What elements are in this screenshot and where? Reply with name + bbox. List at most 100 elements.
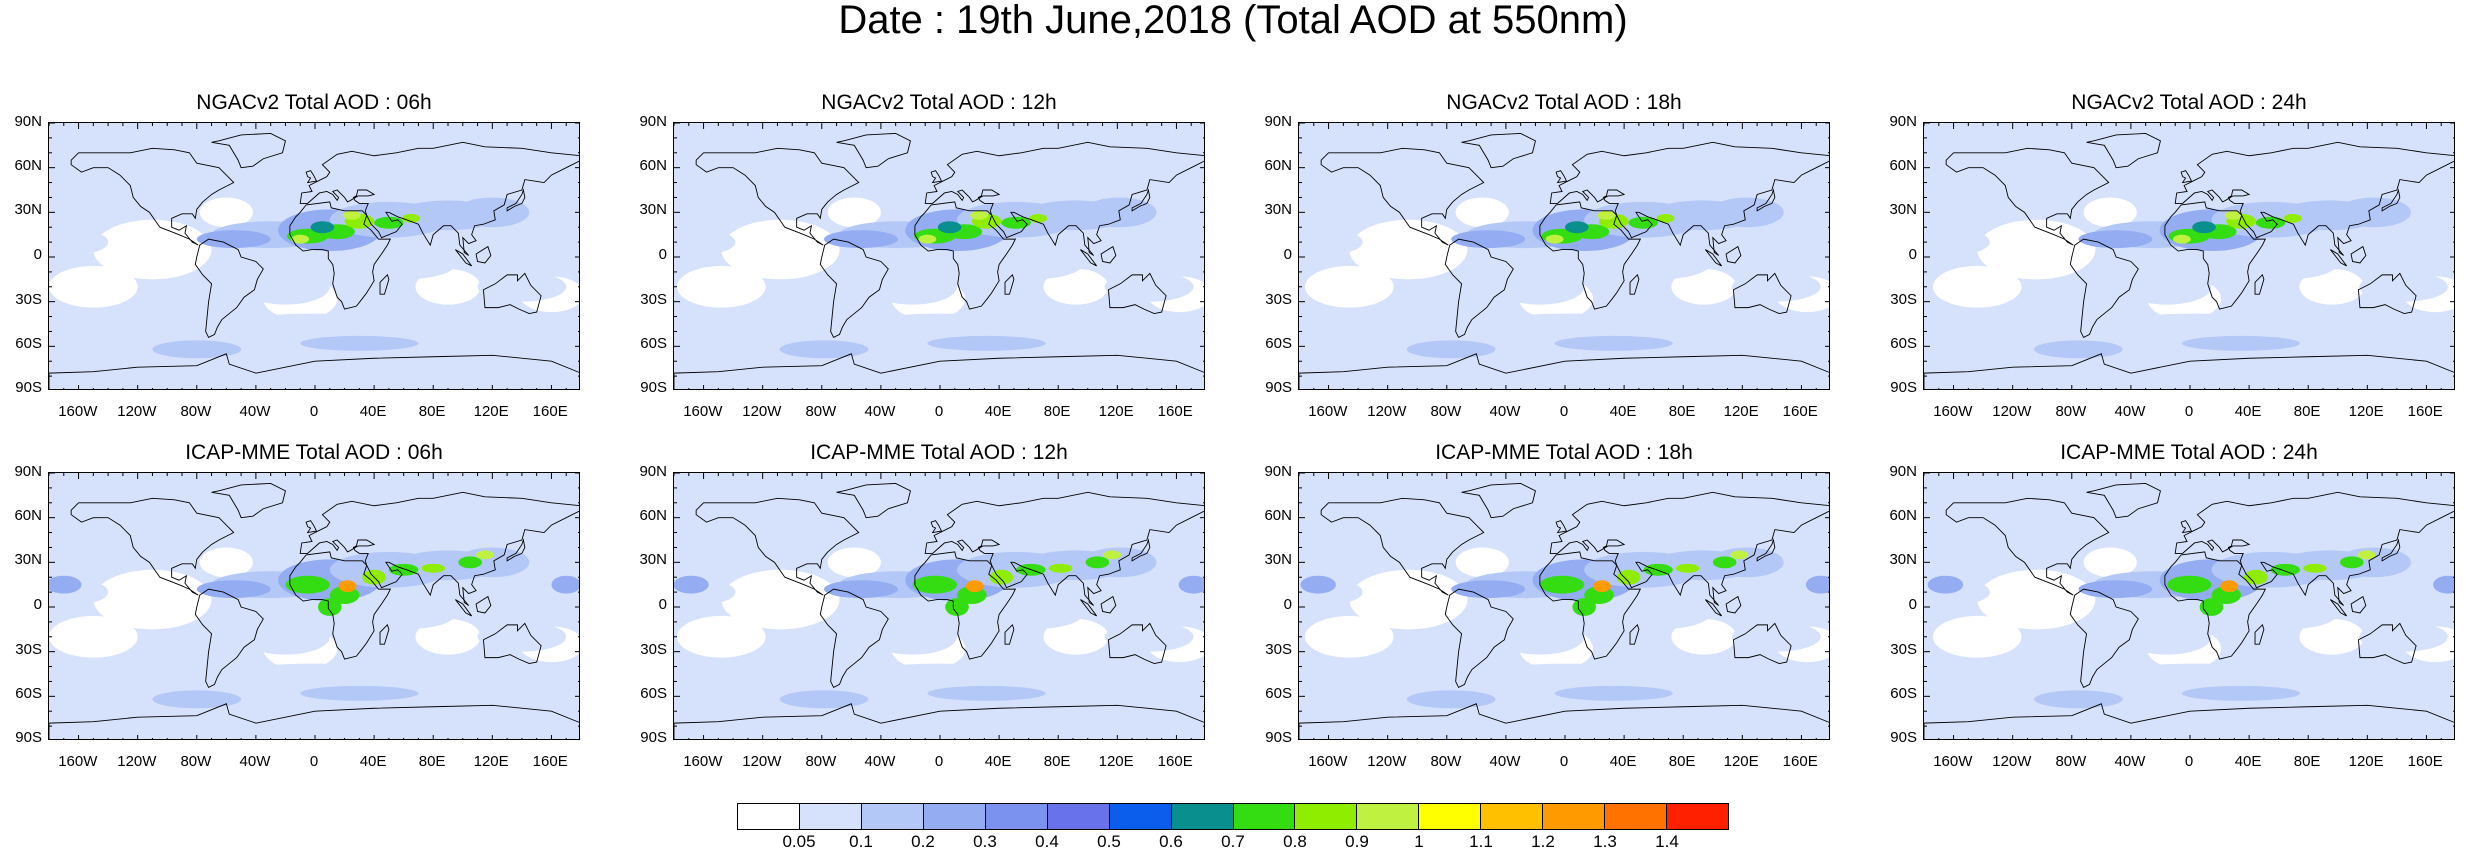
- aod-contour-region: [1384, 167, 1489, 198]
- low-aod-region: [49, 615, 138, 658]
- panel-title: NGACv2 Total AOD : 18h: [1446, 91, 1682, 114]
- aod-contour-region: [374, 216, 404, 229]
- coastline: [1107, 622, 1167, 665]
- aod-contour-region: [1303, 656, 1481, 692]
- lon-tick-label: 80E: [2293, 403, 2321, 420]
- aod-contour-region: [1731, 271, 1821, 302]
- aod-contour-region: [477, 271, 567, 302]
- aod-contour-region: [868, 268, 957, 305]
- lat-tick-label: 30N: [14, 551, 42, 568]
- lat-tick-label: 60S: [15, 335, 42, 352]
- aod-contour-region: [455, 547, 530, 578]
- aod-contour-region: [2357, 550, 2376, 560]
- low-aod-region: [676, 615, 766, 658]
- aod-contour-region: [196, 230, 271, 249]
- aod-contour-region: [1712, 556, 1737, 569]
- coastline: [299, 141, 579, 256]
- low-aod-region: [49, 265, 138, 308]
- aod-contour-region: [2173, 234, 2191, 244]
- aod-contour-region: [1495, 618, 1585, 655]
- coastline: [455, 599, 473, 617]
- lon-tick-label: 120W: [1367, 753, 1407, 770]
- colorbar-swatch: [1295, 804, 1358, 829]
- aod-contour-region: [402, 213, 420, 223]
- aod-contour-region: [2388, 522, 2454, 558]
- map-panel-4: NGACv2 Total AOD : 24h 90N 60N 30N 0 30S 60S 90…: [1889, 92, 2455, 432]
- lat-tick-label: 60N: [1889, 507, 1917, 524]
- map-frame: [1298, 122, 1830, 390]
- coastline: [1549, 141, 1829, 256]
- lat-tick-label: 0: [658, 596, 667, 613]
- map-frame: [1923, 122, 2455, 390]
- aod-contour-region: [1303, 230, 1363, 255]
- low-aod-region: [1349, 569, 1468, 630]
- aod-contour-region: [300, 685, 419, 701]
- lat-tick-label: 90S: [1890, 379, 1917, 396]
- lat-tick-label: 90N: [1264, 463, 1292, 480]
- coastline: [1629, 274, 1640, 295]
- aod-contour-region: [1798, 230, 1829, 255]
- coastline: [2086, 482, 2161, 519]
- aod-contour-region: [2078, 230, 2153, 249]
- colorbar-swatch: [799, 804, 862, 829]
- aod-contour-region: [1616, 569, 1641, 585]
- lat-tick-label: 30N: [639, 201, 667, 218]
- coastline: [2069, 238, 2139, 339]
- map-frame: [48, 472, 580, 740]
- aod-contour-region: [1554, 335, 1673, 351]
- panel-title: ICAP-MME Total AOD : 06h: [185, 441, 443, 464]
- coastline: [1004, 624, 1015, 645]
- coastline: [695, 147, 860, 246]
- aod-map-canvas: [1924, 123, 2454, 389]
- aod-contour-region: [338, 580, 357, 593]
- low-aod-region: [415, 268, 481, 305]
- lat-tick-label: 60N: [14, 157, 42, 174]
- aod-map-canvas: [674, 473, 1204, 739]
- lon-tick-label: 40E: [984, 753, 1012, 770]
- lon-tick-label: 120E: [1098, 403, 1134, 420]
- coastline: [379, 274, 390, 295]
- lat-tick-label: 90S: [15, 379, 42, 396]
- aod-contour-region: [2122, 618, 2212, 655]
- aod-map-canvas: [1299, 123, 1829, 389]
- low-aod-region: [93, 219, 212, 280]
- aod-contour-region: [1300, 575, 1336, 594]
- aod-contour-region: [1085, 556, 1110, 569]
- aod-contour-region: [1001, 216, 1031, 229]
- lon-tick-label: 40W: [2114, 403, 2146, 420]
- coastline: [2254, 274, 2265, 295]
- panel-title: NGACv2 Total AOD : 06h: [196, 91, 432, 114]
- aod-contour-region: [351, 599, 456, 630]
- coastline: [914, 551, 1017, 660]
- aod-map-canvas: [674, 123, 1204, 389]
- aod-contour-region: [2255, 216, 2286, 229]
- aod-contour-region: [291, 234, 310, 244]
- coastline: [1444, 588, 1514, 689]
- lon-tick-label: 40E: [359, 753, 387, 770]
- lat-tick-label: 30N: [1889, 551, 1917, 568]
- aod-contour-region: [1565, 221, 1589, 234]
- map-panel-6: ICAP-MME Total AOD : 12h 90N 60N 30N 0 30S 60S…: [639, 442, 1205, 782]
- coastline: [1299, 703, 1829, 739]
- aod-contour-region: [986, 160, 1105, 190]
- aod-contour-region: [1029, 213, 1048, 223]
- aod-contour-region: [757, 517, 861, 548]
- aod-contour-region: [1465, 313, 1673, 344]
- panel-title: NGACv2 Total AOD : 12h: [821, 91, 1057, 114]
- low-aod-region: [1455, 547, 1509, 578]
- lat-tick-label: 30S: [1265, 291, 1292, 308]
- coastline: [1732, 622, 1792, 665]
- aod-map-canvas: [1924, 473, 2454, 739]
- coastline: [1549, 491, 1829, 606]
- colorbar-tick-label: 0.9: [1345, 832, 1369, 851]
- lon-tick-label: 160E: [2407, 753, 2443, 770]
- aod-contour-region: [2034, 690, 2123, 709]
- low-aod-region: [1304, 265, 1394, 308]
- lon-tick-label: 40E: [1609, 753, 1637, 770]
- lat-tick-label: 90S: [1265, 729, 1292, 746]
- coastline: [1100, 245, 1117, 264]
- aod-contour-region: [945, 598, 969, 616]
- colorbar-swatch: [738, 804, 800, 829]
- colorbar-tick-label: 0.4: [1035, 832, 1059, 851]
- colorbar-swatch: [1543, 804, 1606, 829]
